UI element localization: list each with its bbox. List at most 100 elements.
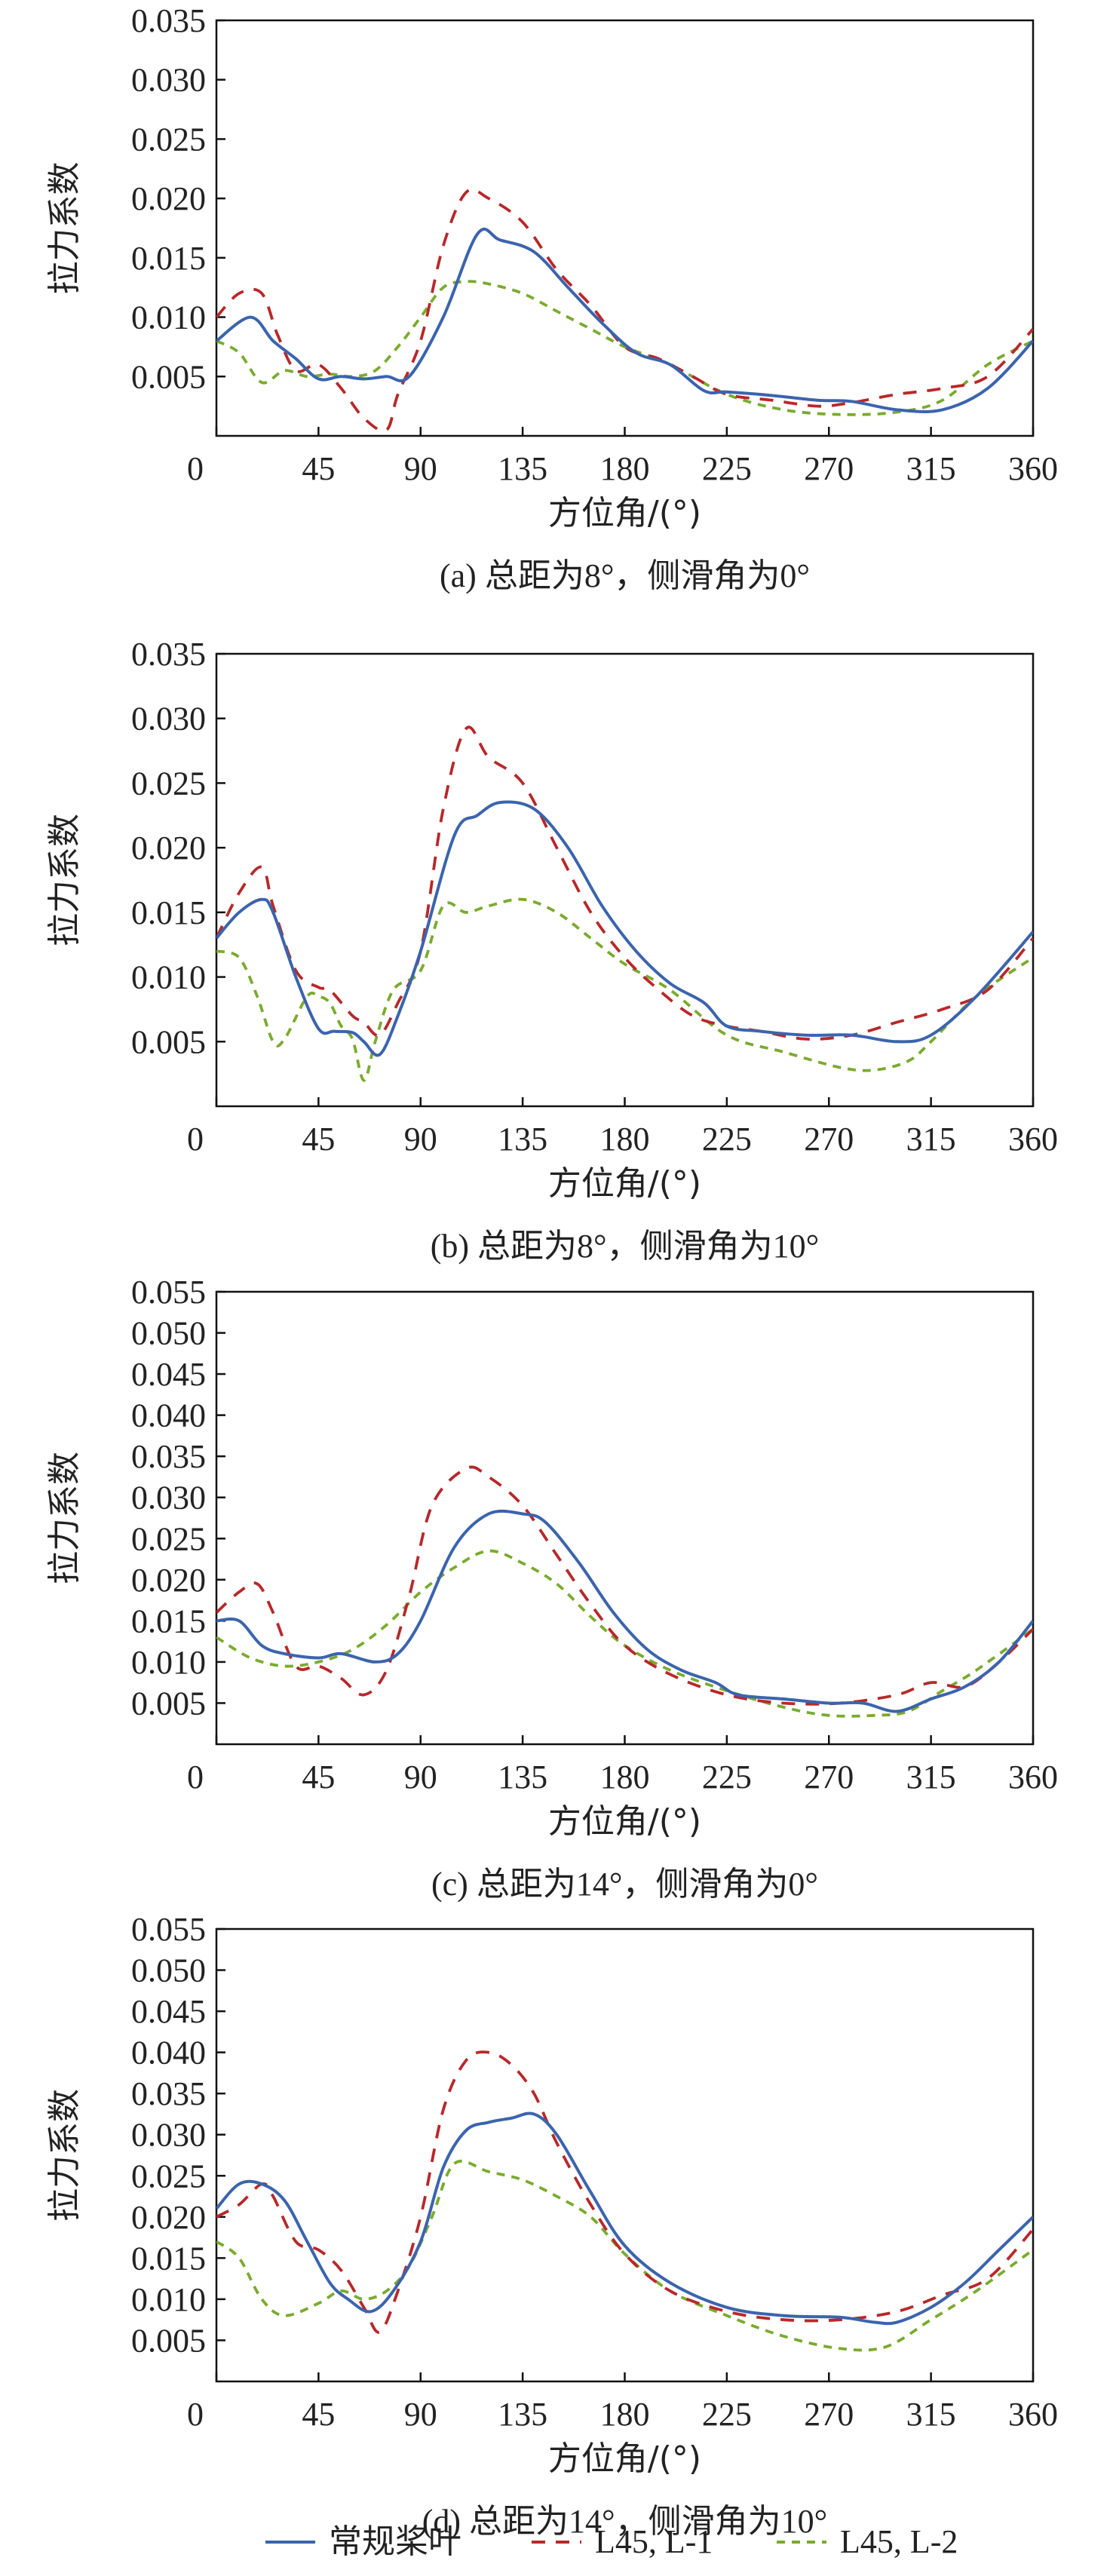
y-tick-label: 0.035 xyxy=(131,636,206,673)
x-tick-label: 45 xyxy=(302,1121,335,1158)
y-tick-label: 0.015 xyxy=(131,1602,206,1639)
y-axis-label: 拉力系数 xyxy=(45,162,84,295)
series-line-conventional xyxy=(216,800,1033,1057)
series-line-l45-l1 xyxy=(216,2050,1033,2334)
series-line-l45-l2 xyxy=(216,897,1033,1082)
y-tick-label: 0.020 xyxy=(131,1562,206,1599)
series-line-conventional xyxy=(216,2111,1033,2326)
series-line-l45-l1 xyxy=(216,188,1033,433)
x-tick-label: 315 xyxy=(906,2396,956,2433)
series-line-l45-l2 xyxy=(216,2159,1033,2352)
panel-caption: (b) 总距为8°，侧滑角为10° xyxy=(431,1228,820,1265)
y-tick-label: 0.015 xyxy=(131,2240,206,2277)
y-tick-label: 0.035 xyxy=(131,2,206,39)
x-tick-label: 315 xyxy=(906,450,956,487)
y-tick-label: 0.025 xyxy=(131,765,206,802)
legend-label: L45, L-2 xyxy=(840,2523,958,2560)
chart-panel-b: 0.005 0.010 0.015 0.020 0.025 0.030 0.035 0 45 90… xyxy=(45,636,1058,1265)
panel-caption: (c) 总距为14°，侧滑角为0° xyxy=(431,1866,818,1903)
y-tick-label: 0.005 xyxy=(131,1685,206,1722)
x-tick-label: 225 xyxy=(702,1759,752,1796)
y-tick-label: 0.030 xyxy=(131,1480,206,1516)
y-tick-label: 0.015 xyxy=(131,240,206,277)
x-tick-label: 180 xyxy=(600,1121,650,1158)
plot-frame xyxy=(215,652,1035,1108)
x-tick-label: 45 xyxy=(302,450,335,487)
y-axis-label: 拉力系数 xyxy=(45,814,84,946)
x-tick-label: 180 xyxy=(600,1759,650,1796)
x-axis-label: 方位角/(°) xyxy=(548,1802,701,1841)
y-tick-label: 0.005 xyxy=(131,358,206,395)
y-tick-label: 0.010 xyxy=(131,1644,206,1681)
x-tick-label: 45 xyxy=(302,2396,335,2433)
plot-frame xyxy=(215,19,1035,437)
x-tick-label: 360 xyxy=(1008,2396,1058,2433)
series-line-conventional xyxy=(216,1509,1033,1713)
x-tick-label: 90 xyxy=(404,1121,437,1158)
y-tick-label: 0.025 xyxy=(131,1520,206,1557)
y-tick-label: 0.005 xyxy=(131,1023,206,1060)
x-tick-label: 90 xyxy=(404,450,437,487)
y-tick-label: 0.035 xyxy=(131,1438,206,1475)
legend-label: 常规桨叶 xyxy=(329,2523,461,2560)
y-axis-label: 拉力系数 xyxy=(45,1452,84,1584)
y-tick-label: 0.050 xyxy=(131,1315,206,1352)
x-tick-label: 270 xyxy=(804,2396,854,2433)
y-tick-label: 0.020 xyxy=(131,830,206,866)
x-tick-label: 180 xyxy=(600,2396,650,2433)
x-tick-label: 0 xyxy=(187,1121,204,1158)
legend-label: L45, L-1 xyxy=(595,2523,713,2560)
y-tick-label: 0.045 xyxy=(131,1356,206,1393)
x-tick-label: 360 xyxy=(1008,1759,1058,1796)
y-tick-label: 0.040 xyxy=(131,2035,206,2072)
x-tick-label: 270 xyxy=(804,450,854,487)
y-tick-label: 0.030 xyxy=(131,62,206,99)
x-tick-label: 135 xyxy=(498,1759,547,1796)
y-tick-label: 0.030 xyxy=(131,2117,206,2154)
x-tick-label: 135 xyxy=(498,1121,547,1158)
x-tick-label: 225 xyxy=(702,450,752,487)
y-tick-label: 0.005 xyxy=(131,2322,206,2359)
plot-frame xyxy=(215,1290,1035,1746)
x-tick-label: 315 xyxy=(906,1121,956,1158)
x-tick-label: 180 xyxy=(600,450,650,487)
x-tick-label: 0 xyxy=(187,2396,204,2433)
legend: 常规桨叶 L45, L-1 L45, L-2 xyxy=(265,2523,958,2560)
x-tick-label: 45 xyxy=(302,1759,335,1796)
x-tick-label: 90 xyxy=(404,2396,437,2433)
x-tick-label: 90 xyxy=(404,1759,437,1796)
x-tick-label: 225 xyxy=(702,1121,752,1158)
x-axis-label: 方位角/(°) xyxy=(548,494,701,532)
x-tick-label: 225 xyxy=(702,2396,752,2433)
y-tick-label: 0.010 xyxy=(131,2281,206,2318)
x-axis-label: 方位角/(°) xyxy=(548,2440,701,2478)
y-tick-label: 0.025 xyxy=(131,121,206,158)
y-tick-label: 0.010 xyxy=(131,959,206,996)
series-line-l45-l1 xyxy=(216,1465,1033,1706)
x-tick-label: 270 xyxy=(804,1121,854,1158)
series-line-l45-l2 xyxy=(216,280,1033,416)
x-tick-label: 0 xyxy=(187,450,204,487)
series-line-conventional xyxy=(216,227,1033,413)
panel-caption: (a) 总距为8°，侧滑角为0° xyxy=(440,557,810,594)
x-tick-label: 0 xyxy=(187,1759,204,1796)
series-line-l45-l2 xyxy=(216,1549,1033,1718)
x-tick-label: 270 xyxy=(804,1759,854,1796)
series-line-l45-l1 xyxy=(216,725,1033,1041)
plot-frame xyxy=(215,1927,1035,2383)
x-tick-label: 360 xyxy=(1008,450,1058,487)
y-axis-label: 拉力系数 xyxy=(45,2089,84,2222)
panel-caption: (d) 总距为14°，侧滑角为10° xyxy=(422,2503,828,2540)
y-tick-label: 0.040 xyxy=(131,1397,206,1434)
y-tick-label: 0.020 xyxy=(131,180,206,217)
x-tick-label: 360 xyxy=(1008,1121,1058,1158)
y-tick-label: 0.055 xyxy=(131,1274,206,1311)
y-tick-label: 0.025 xyxy=(131,2157,206,2194)
x-tick-label: 315 xyxy=(906,1759,956,1796)
x-tick-label: 135 xyxy=(498,2396,547,2433)
y-tick-label: 0.030 xyxy=(131,701,206,738)
chart-panel-a: 0.005 0.010 0.015 0.020 0.025 0.030 0.035 0 45 90… xyxy=(45,2,1058,594)
y-tick-label: 0.010 xyxy=(131,299,206,336)
